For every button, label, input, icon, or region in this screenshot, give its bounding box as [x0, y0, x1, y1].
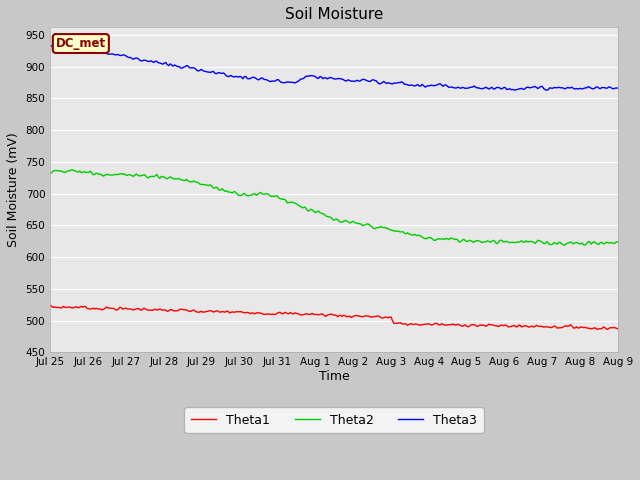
Theta2	[614, 239, 622, 245]
Theta1	[611, 325, 619, 331]
Theta3	[339, 76, 346, 82]
Theta2	[561, 242, 568, 248]
Y-axis label: Soil Moisture (mV): Soil Moisture (mV)	[7, 132, 20, 247]
Theta3	[46, 43, 54, 48]
Theta1	[614, 326, 622, 332]
Theta3	[65, 45, 73, 51]
Theta1	[65, 304, 73, 310]
Theta2	[68, 167, 76, 173]
Theta1	[536, 324, 543, 329]
Line: Theta2: Theta2	[50, 170, 618, 245]
Theta1	[46, 302, 54, 308]
Theta2	[612, 239, 620, 244]
Line: Theta3: Theta3	[50, 46, 618, 90]
Theta2	[452, 236, 460, 242]
Text: DC_met: DC_met	[56, 37, 106, 50]
Theta2	[65, 168, 73, 174]
Theta3	[611, 85, 619, 91]
Theta3	[536, 84, 543, 90]
Theta3	[614, 85, 622, 91]
Title: Soil Moisture: Soil Moisture	[285, 7, 383, 22]
X-axis label: Time: Time	[319, 370, 349, 383]
Legend: Theta1, Theta2, Theta3: Theta1, Theta2, Theta3	[184, 407, 484, 433]
Theta2	[46, 170, 54, 176]
Theta3	[83, 48, 91, 53]
Theta2	[85, 169, 93, 175]
Line: Theta1: Theta1	[50, 305, 618, 329]
Theta1	[339, 313, 346, 319]
Theta1	[83, 306, 91, 312]
Theta2	[537, 239, 545, 244]
Theta1	[451, 322, 459, 328]
Theta3	[451, 85, 459, 91]
Theta2	[340, 218, 348, 224]
Theta1	[593, 326, 601, 332]
Theta3	[543, 87, 550, 93]
